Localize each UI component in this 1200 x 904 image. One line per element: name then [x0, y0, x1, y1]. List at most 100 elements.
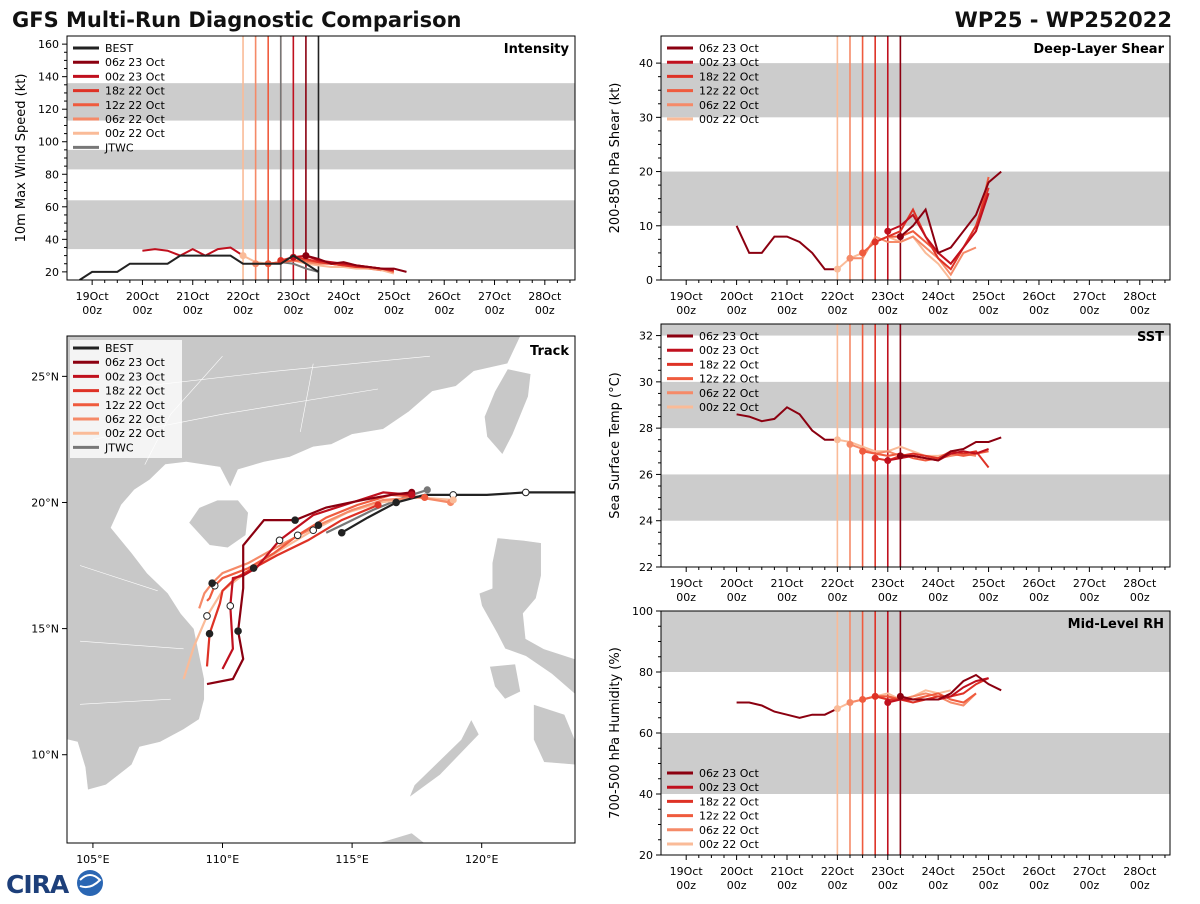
shear-ytick-label: 40 — [639, 57, 653, 70]
sst-xtick-label: 24Oct 00z — [922, 577, 956, 604]
intensity-legend-label: 18z 22 Oct — [105, 85, 165, 98]
storm-id: WP25 - WP252022 — [955, 8, 1172, 32]
shear-xtick-label: 20Oct 00z — [720, 290, 754, 317]
track-start-marker — [374, 501, 382, 509]
rh-xtick-hour: 00z — [1029, 879, 1049, 892]
boundary-line-5 — [79, 640, 184, 650]
sst-ytick-label: 26 — [639, 468, 653, 481]
shear-series-start-point — [896, 233, 904, 241]
shear-xtick-day: 26Oct — [1022, 290, 1056, 303]
rh-xtick-label: 20Oct 00z — [720, 865, 754, 892]
sst-xtick-day: 22Oct — [821, 577, 855, 590]
intensity-legend-label: 00z 23 Oct — [105, 70, 165, 83]
track-start-marker — [423, 486, 431, 494]
sst-xtick-day: 21Oct — [770, 577, 804, 590]
rh-ylabel: 700-500 hPa Humidity (%) — [608, 647, 623, 819]
intensity-ytick-label: 60 — [45, 201, 59, 214]
shear-legend-label: 06z 22 Oct — [699, 99, 759, 112]
sst-series-start-point — [859, 447, 867, 455]
shear-xtick-day: 23Oct — [871, 290, 905, 303]
shear-legend-label: 06z 23 Oct — [699, 42, 759, 55]
intensity-title: Intensity — [504, 42, 570, 57]
track-marker — [293, 531, 302, 540]
rh-legend-label: 00z 22 Oct — [699, 838, 759, 851]
intensity-xtick-label: 28Oct 00z — [528, 290, 562, 317]
rh-ytick-label: 20 — [639, 849, 653, 862]
sst-band-1 — [661, 381, 1170, 429]
intensity-band-1 — [67, 149, 575, 170]
shear-legend-label: 18z 22 Oct — [699, 70, 759, 83]
rh-series-line — [900, 673, 1002, 701]
rh-xtick-label: 25Oct 00z — [972, 865, 1006, 892]
sst-xtick-day: 20Oct — [720, 577, 754, 590]
sst-xtick-day: 24Oct — [922, 577, 956, 590]
rh-series-start-point — [896, 692, 904, 700]
track-ytick-label: 10°N — [31, 749, 59, 762]
track-line — [206, 493, 425, 602]
land-luzon — [478, 537, 575, 695]
intensity-legend-label: JTWC — [104, 141, 134, 154]
intensity-series-start-point — [302, 252, 310, 260]
track-panel: 105°E 110°E 115°E 120°E 10°N 15°N 20°N 25°N Trac… — [31, 335, 576, 866]
intensity-ylabel: 10m Max Wind Speed (kt) — [14, 74, 29, 243]
rh-xtick-day: 22Oct — [821, 865, 855, 878]
sst-band-0 — [661, 474, 1170, 521]
rh-series-start-point — [871, 692, 879, 700]
rh-legend-label: 12z 22 Oct — [699, 810, 759, 823]
rh-xtick-label: 21Oct 00z — [770, 865, 804, 892]
track-start-marker — [449, 496, 457, 504]
rh-xtick-day: 19Oct — [670, 865, 704, 878]
track-marker — [291, 516, 299, 524]
intensity-xtick-hour: 00z — [283, 304, 303, 317]
sst-xtick-hour: 00z — [878, 591, 898, 604]
sst-ytick-label: 24 — [639, 515, 653, 528]
sst-xtick-label: 28Oct 00z — [1123, 577, 1157, 604]
rh-ytick-label: 40 — [639, 788, 653, 801]
track-marker — [226, 602, 235, 610]
sst-xtick-label: 25Oct 00z — [972, 577, 1006, 604]
intensity-xtick-hour: 00z — [133, 304, 153, 317]
shear-legend-label: 12z 22 Oct — [699, 85, 759, 98]
intensity-band-2 — [67, 83, 575, 121]
track-marker — [521, 488, 530, 497]
track-title: Track — [530, 344, 569, 359]
intensity-band-0 — [67, 200, 575, 250]
shear-xtick-day: 25Oct — [972, 290, 1006, 303]
intensity-xtick-hour: 00z — [233, 304, 253, 317]
intensity-xtick-day: 24Oct — [327, 290, 361, 303]
track-marker — [205, 629, 214, 638]
track-legend-label: 18z 22 Oct — [105, 385, 165, 398]
sst-xtick-hour: 00z — [1029, 591, 1049, 604]
rh-series-line — [874, 677, 990, 704]
intensity-xtick-day: 25Oct — [377, 290, 411, 303]
rh-xtick-hour: 00z — [777, 879, 797, 892]
track-marker — [203, 612, 211, 620]
shear-ytick-label: 0 — [646, 274, 653, 287]
intensity-ytick-label: 160 — [38, 38, 59, 51]
sst-series-line — [900, 436, 1002, 462]
rh-xtick-hour: 00z — [727, 879, 747, 892]
rh-legend-label: 00z 23 Oct — [699, 781, 759, 794]
intensity-xtick-label: 20Oct 00z — [126, 290, 160, 317]
intensity-ytick-label: 120 — [38, 103, 59, 116]
sst-xtick-label: 27Oct 00z — [1073, 577, 1107, 604]
shear-xtick-label: 19Oct 00z — [670, 290, 704, 317]
shear-series-line — [836, 235, 952, 280]
shear-xtick-hour: 00z — [676, 304, 696, 317]
shear-xtick-day: 28Oct — [1123, 290, 1157, 303]
intensity-xtick-label: 21Oct 00z — [176, 290, 210, 317]
intensity-xtick-label: 24Oct 00z — [327, 290, 361, 317]
shear-ytick-label: 30 — [639, 111, 653, 124]
shear-series-start-point — [846, 254, 854, 262]
intensity-series-line — [142, 246, 244, 257]
sst-ytick-label: 30 — [639, 376, 653, 389]
figure-title: GFS Multi-Run Diagnostic Comparison — [12, 8, 461, 32]
logo-text: CIRA — [6, 870, 70, 899]
rh-ytick-label: 80 — [639, 666, 653, 679]
rh-xtick-hour: 00z — [928, 879, 948, 892]
track-legend-label: JTWC — [104, 441, 134, 454]
shear-xtick-label: 24Oct 00z — [922, 290, 956, 317]
